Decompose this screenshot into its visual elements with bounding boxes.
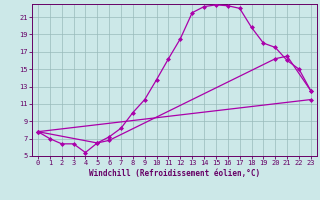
X-axis label: Windchill (Refroidissement éolien,°C): Windchill (Refroidissement éolien,°C) [89, 169, 260, 178]
